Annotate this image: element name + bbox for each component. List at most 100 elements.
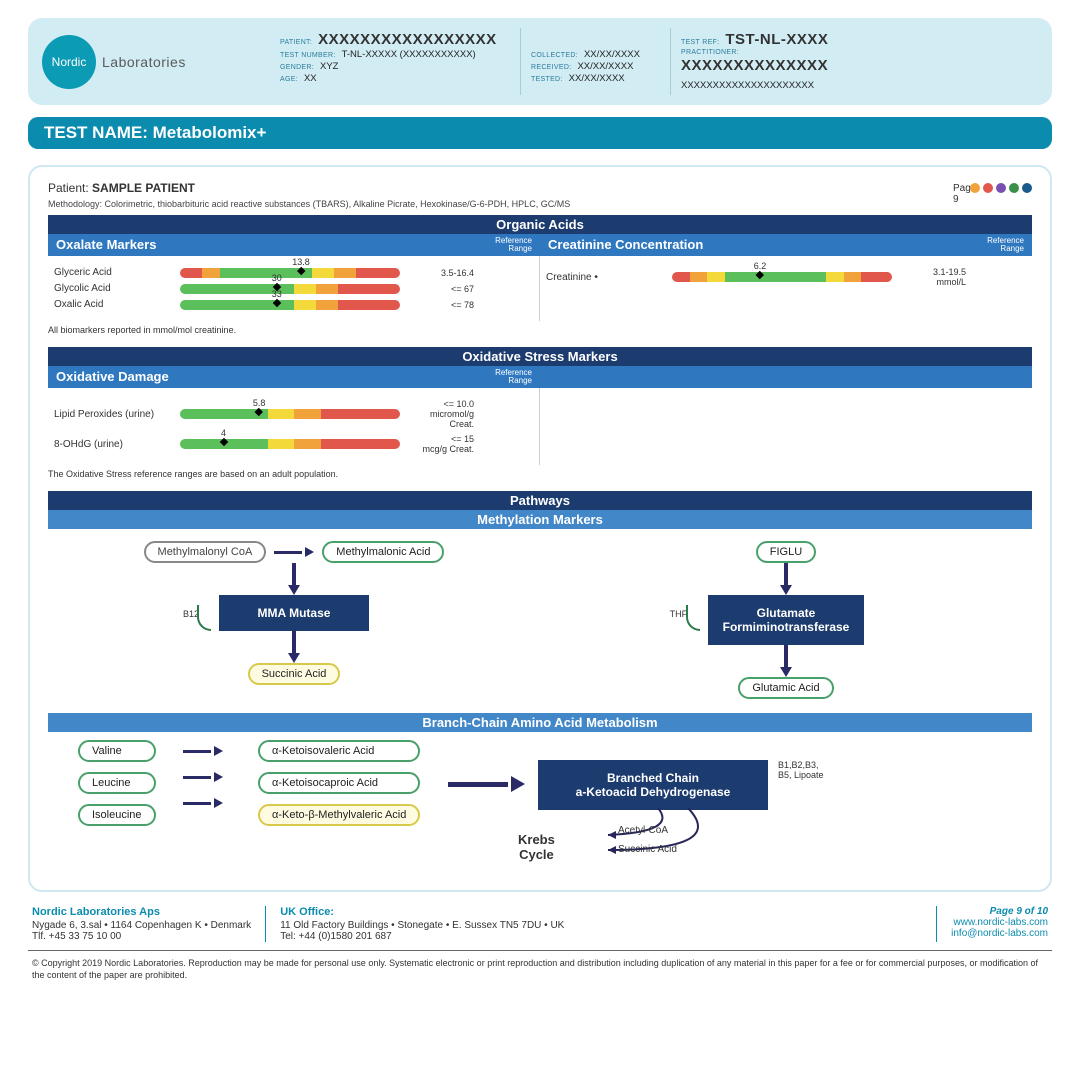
logo-text: Laboratories: [102, 54, 186, 70]
subhead-oxdamage: Oxidative Damage ReferenceRange: [48, 366, 540, 388]
val-testnum: T-NL-XXXXX (XXXXXXXXXXX): [342, 49, 476, 60]
marker-bar: 30: [180, 284, 400, 294]
val-patient: XXXXXXXXXXXXXXXXX: [318, 31, 497, 48]
test-name-bar: TEST NAME: Metabolomix+: [28, 117, 1052, 149]
lbl-gender: GENDER:: [280, 64, 314, 71]
marker-name: 8-OHdG (urine): [54, 439, 174, 450]
logo: Nordic Laboratories: [42, 35, 252, 89]
lbl-tested: TESTED:: [531, 76, 563, 83]
oxidative-note: The Oxidative Stress reference ranges ar…: [48, 469, 1032, 479]
ref-range-lbl3: ReferenceRange: [495, 369, 532, 385]
val-age: XX: [304, 73, 317, 84]
footer: Nordic Laboratories Aps Nygade 6, 3.sal …: [28, 906, 1052, 942]
copyright: © Copyright 2019 Nordic Laboratories. Re…: [28, 950, 1052, 981]
marker-name: Lipid Peroxides (urine): [54, 409, 174, 420]
footer-url[interactable]: www.nordic-labs.com: [951, 917, 1048, 928]
marker-range: 3.5-16.4: [406, 268, 476, 278]
val-gender: XYZ: [320, 61, 338, 72]
enzyme-mma-mutase: MMA Mutase: [219, 595, 369, 631]
marker-bar: 33: [180, 300, 400, 310]
marker-name: Glyceric Acid: [54, 267, 174, 278]
krebs-label: Krebs Cycle: [518, 832, 555, 862]
marker-range: 3.1-19.5mmol/L: [898, 267, 968, 287]
patient-line: Patient: SAMPLE PATIENT: [48, 181, 195, 195]
lbl-testnum: TEST NUMBER:: [280, 52, 336, 59]
marker-bar: 6.2: [672, 272, 892, 282]
enzyme-glutamate: Glutamate Formiminotransferase: [708, 595, 865, 645]
node-mmcoa: Methylmalonyl CoA: [144, 541, 267, 563]
lbl-pract: PRACTITIONER:: [681, 49, 739, 56]
marker-name: Creatinine •: [546, 272, 666, 283]
marker-name: Oxalic Acid: [54, 299, 174, 310]
lbl-collected: COLLECTED:: [531, 52, 578, 59]
marker-name: Glycolic Acid: [54, 283, 174, 294]
methylation-title: Methylation Markers: [48, 510, 1032, 529]
footer-addr2: Tlf. +45 33 75 10 00: [32, 931, 251, 942]
lbl-age: AGE:: [280, 76, 298, 83]
methylation-flowchart: Methylmalonyl CoA Methylmalonic Acid B12…: [48, 529, 1032, 713]
creatinine-markers: Creatinine • 6.2 3.1-19.5mmol/L: [540, 256, 1032, 321]
val-pract: XXXXXXXXXXXXXX: [681, 57, 1028, 74]
oxalate-title: Oxalate Markers: [56, 237, 156, 253]
footer-uk1: 11 Old Factory Buildings • Stonegate • E…: [280, 920, 564, 931]
methodology: Methodology: Colorimetric, thiobarbituri…: [48, 199, 1032, 209]
marker-range: <= 10.0micromol/g Creat.: [406, 399, 476, 429]
marker-range: <= 15mcg/g Creat.: [406, 434, 476, 454]
val-collected: XX/XX/XXXX: [584, 49, 640, 60]
subhead-oxalate: Oxalate Markers ReferenceRange: [48, 234, 540, 256]
val-addr: XXXXXXXXXXXXXXXXXXXXX: [681, 80, 1028, 91]
patient-line-val: SAMPLE PATIENT: [92, 181, 195, 195]
val-tested: XX/XX/XXXX: [569, 73, 625, 84]
out-succinic: Succinic Acid: [618, 844, 677, 855]
node-figlu: FIGLU: [756, 541, 816, 563]
subhead-empty: [540, 366, 1032, 388]
section-organic-title: Organic Acids: [48, 215, 1032, 234]
marker-row: Glyceric Acid 13.8 3.5-16.4: [54, 267, 533, 278]
marker-bar: 13.8: [180, 268, 400, 278]
footer-uk2: Tel: +44 (0)1580 201 687: [280, 931, 564, 942]
bcaa-title: Branch-Chain Amino Acid Metabolism: [48, 713, 1032, 732]
val-testref: TST-NL-XXXX: [725, 31, 828, 48]
patient-line-lbl: Patient:: [48, 181, 89, 195]
ref-range-lbl2: ReferenceRange: [987, 237, 1024, 253]
footer-uk-head: UK Office:: [280, 906, 564, 918]
marker-row: Creatinine • 6.2 3.1-19.5mmol/L: [546, 267, 1026, 287]
oxidative-markers: Lipid Peroxides (urine) 5.8 <= 10.0micromo…: [48, 388, 540, 465]
footer-page: Page 9 of 10: [951, 906, 1048, 917]
out-acetylcoa: Acetyl-CoA: [618, 825, 668, 836]
organic-note: All biomarkers reported in mmol/mol crea…: [48, 325, 1032, 335]
page-label: Page 9: [953, 183, 963, 193]
footer-company: Nordic Laboratories Aps: [32, 906, 251, 918]
node-glutamic: Glutamic Acid: [738, 677, 833, 699]
bcaa-flowchart: ValineLeucineIsoleucine α-Ketoisovaleric…: [48, 732, 1032, 872]
cofactor-thf: THF: [670, 609, 688, 619]
creat-title: Creatinine Concentration: [548, 237, 703, 253]
marker-bar: 5.8: [180, 409, 400, 419]
report-header: Nordic Laboratories PATIENT: XXXXXXXXXXX…: [28, 18, 1052, 105]
marker-row: Lipid Peroxides (urine) 5.8 <= 10.0micromo…: [54, 399, 533, 429]
marker-row: 8-OHdG (urine) 4 <= 15mcg/g Creat.: [54, 434, 533, 454]
bcaa-arrows: [48, 732, 868, 872]
logo-circle: Nordic: [42, 35, 96, 89]
oxdamage-title: Oxidative Damage: [56, 369, 169, 385]
subhead-creat: Creatinine Concentration ReferenceRange: [540, 234, 1032, 256]
node-succinic: Succinic Acid: [248, 663, 341, 685]
lbl-received: RECEIVED:: [531, 64, 571, 71]
node-mma: Methylmalonic Acid: [322, 541, 444, 563]
section-pathways-title: Pathways: [48, 491, 1032, 510]
footer-email[interactable]: info@nordic-labs.com: [951, 928, 1048, 939]
marker-range: <= 78: [406, 300, 476, 310]
val-received: XX/XX/XXXX: [577, 61, 633, 72]
marker-bar: 4: [180, 439, 400, 449]
oxalate-markers: Glyceric Acid 13.8 3.5-16.4 Glycolic Acid 30…: [48, 256, 540, 321]
report-body: Patient: SAMPLE PATIENT Page 9 Methodolo…: [28, 165, 1052, 892]
section-oxidative-title: Oxidative Stress Markers: [48, 347, 1032, 366]
marker-range: <= 67: [406, 284, 476, 294]
marker-row: Oxalic Acid 33 <= 78: [54, 299, 533, 310]
page-dots: Page 9: [953, 183, 1032, 193]
lbl-patient: PATIENT:: [280, 39, 312, 46]
lbl-testref: TEST REF:: [681, 39, 719, 46]
ref-range-lbl: ReferenceRange: [495, 237, 532, 253]
footer-addr1: Nygade 6, 3.sal • 1164 Copenhagen K • De…: [32, 920, 251, 931]
marker-row: Glycolic Acid 30 <= 67: [54, 283, 533, 294]
